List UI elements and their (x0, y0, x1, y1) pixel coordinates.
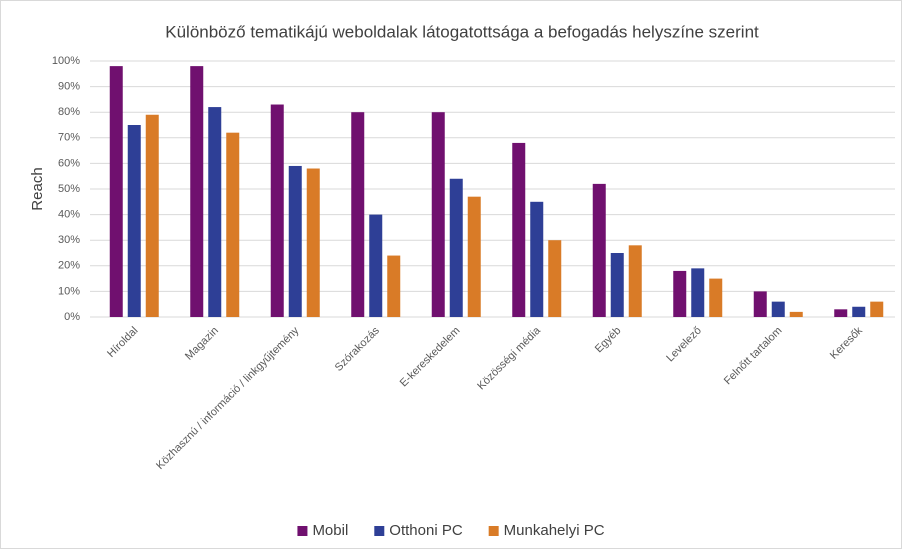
bar (351, 112, 365, 317)
bar (834, 309, 848, 317)
bar (870, 301, 884, 317)
bar (449, 178, 463, 317)
legend-label: Munkahelyi PC (504, 522, 605, 539)
bar (387, 255, 401, 317)
bar (610, 253, 624, 317)
bar (369, 214, 383, 317)
bar (208, 107, 222, 317)
bar (145, 114, 159, 317)
bar (753, 291, 767, 317)
legend-swatch (488, 526, 499, 536)
y-tick-label: 90% (58, 81, 80, 93)
bar (789, 311, 803, 317)
y-tick-label: 0% (64, 311, 80, 323)
y-tick-label: 40% (58, 209, 80, 221)
bar (288, 165, 302, 317)
y-tick-label: 80% (58, 106, 80, 118)
y-tick-label: 60% (58, 157, 80, 169)
y-tick-label: 10% (58, 285, 80, 297)
bar (467, 196, 481, 317)
bar (431, 112, 445, 317)
bar (190, 66, 204, 318)
bar (530, 201, 544, 317)
y-tick-label: 30% (58, 234, 80, 246)
legend-label: Mobil (312, 522, 348, 539)
bar (691, 268, 705, 317)
y-tick-label: 100% (52, 55, 80, 67)
bar (771, 301, 785, 317)
y-axis-title: Reach (29, 167, 46, 210)
y-tick-label: 70% (58, 132, 80, 144)
legend-swatch (374, 526, 385, 536)
legend-label: Otthoni PC (389, 522, 463, 539)
bar (306, 168, 320, 317)
bar (852, 306, 866, 317)
bar (628, 245, 642, 317)
y-tick-label: 20% (58, 260, 80, 272)
bar (270, 104, 284, 318)
legend-swatch (297, 526, 308, 536)
bar (548, 240, 562, 317)
bar (512, 142, 526, 317)
chart-title: Különböző tematikájú weboldalak látogato… (165, 22, 759, 41)
bar (592, 183, 606, 317)
y-tick-label: 50% (58, 183, 80, 195)
bar (226, 132, 240, 317)
bar (109, 66, 123, 318)
bar (709, 278, 723, 317)
bar (673, 270, 687, 317)
bar (127, 125, 141, 317)
